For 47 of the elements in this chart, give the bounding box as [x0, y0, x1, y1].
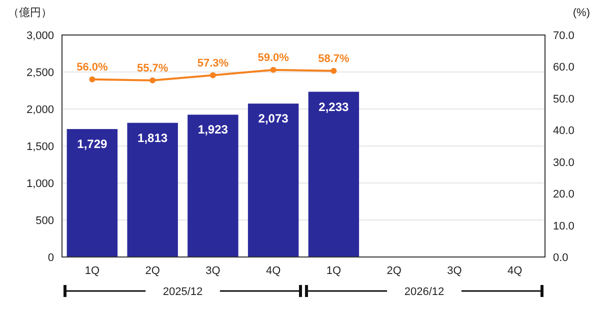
y2-tick-label: 20.0 — [553, 188, 574, 201]
y2-tick-label: 70.0 — [553, 30, 574, 42]
data-label: 56.0% — [76, 61, 108, 74]
data-label: 1,813 — [138, 130, 168, 145]
y-tick-label: 0 — [48, 252, 54, 264]
bar — [248, 104, 299, 257]
point — [210, 72, 216, 78]
data-label: 57.3% — [197, 57, 229, 70]
text: 2025/12 — [162, 286, 203, 298]
x-tick-label: 2Q — [145, 265, 160, 277]
y-tick-label: 2,000 — [26, 104, 54, 116]
bar — [127, 122, 178, 257]
bar — [188, 114, 238, 257]
data-label: 2,233 — [318, 100, 350, 114]
data-label: 55.7% — [136, 62, 168, 74]
point — [270, 66, 276, 73]
data-label: 58.7% — [318, 52, 350, 65]
y2-tick-label: 30.0 — [553, 156, 574, 169]
y-tick-label: 2,500 — [26, 67, 54, 79]
x-tick-label: 1Q — [326, 265, 342, 277]
point — [330, 68, 337, 74]
y2-axis-title: (%) — [572, 7, 590, 19]
bar — [308, 92, 360, 257]
y2-tick-label: 40.0 — [553, 125, 574, 138]
text: 2026/12 — [404, 286, 444, 298]
x-tick-label: 4Q — [507, 265, 523, 277]
y2-tick-label: 0.0 — [553, 252, 568, 264]
data-label: 1,729 — [77, 137, 108, 152]
x-tick-label: 3Q — [206, 265, 221, 277]
x-tick-label: 1Q — [84, 265, 100, 277]
point — [150, 77, 156, 84]
x-tick-label: 4Q — [266, 265, 282, 277]
bar — [66, 129, 118, 257]
data-label: 59.0% — [258, 52, 290, 64]
y-axis-title: （億円） — [8, 6, 52, 19]
x-tick-label: 3Q — [447, 265, 462, 277]
y2-tick-label: 10.0 — [553, 220, 574, 232]
y2-tick-label: 50.0 — [553, 93, 574, 106]
point — [89, 76, 96, 82]
y-tick-label: 3,000 — [26, 30, 54, 42]
y-tick-label: 1,500 — [26, 141, 54, 153]
data-label: 2,073 — [258, 112, 289, 126]
y2-tick-label: 60.0 — [553, 62, 574, 74]
y-tick-label: 1,000 — [26, 178, 54, 190]
data-label: 1,923 — [198, 122, 228, 137]
x-tick-label: 2Q — [386, 265, 402, 277]
y-tick-label: 500 — [36, 215, 54, 227]
